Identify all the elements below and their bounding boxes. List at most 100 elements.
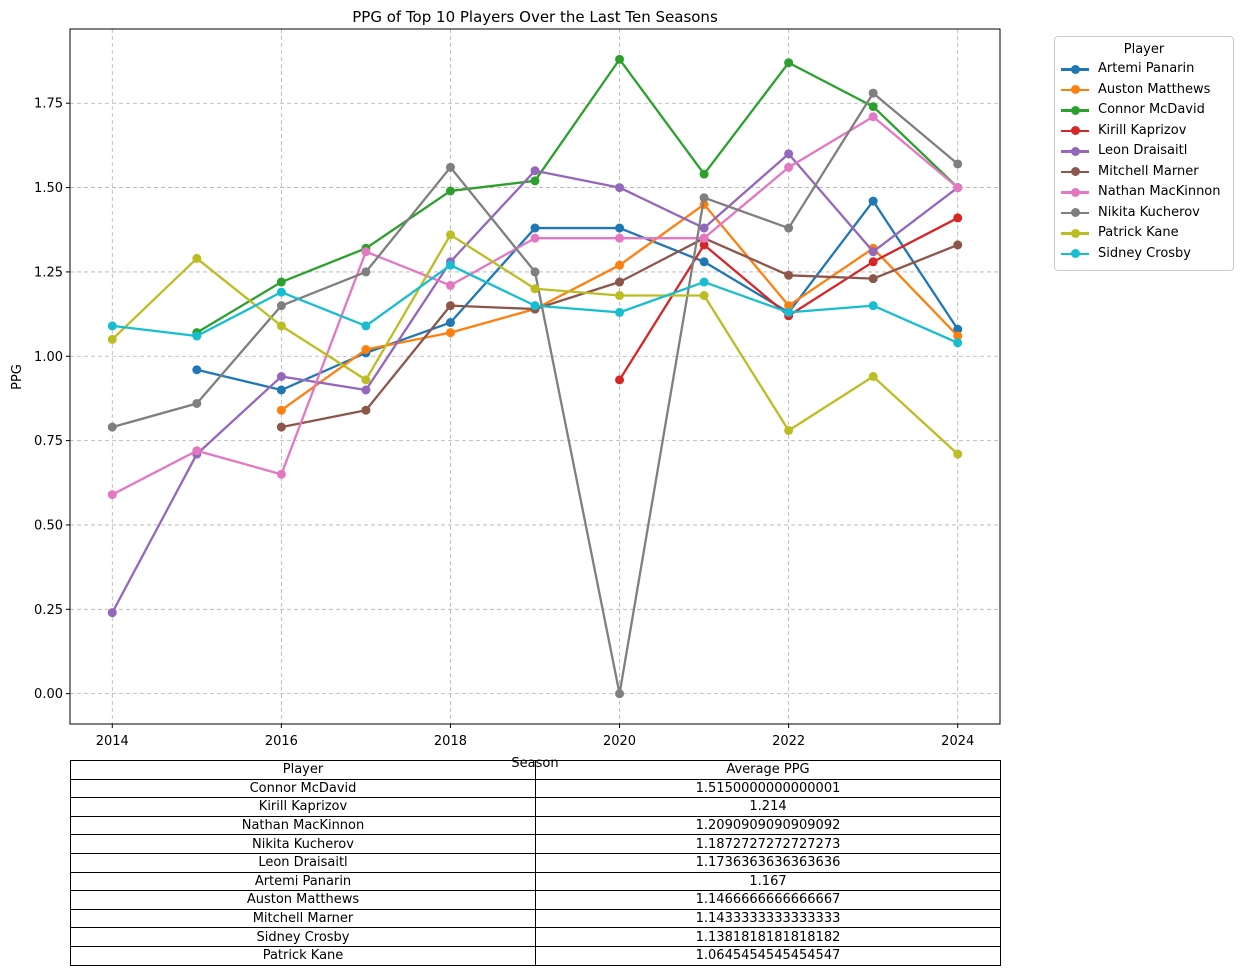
table-row: Nathan MacKinnon 1.2090909090909092 xyxy=(70,815,1001,836)
series-lines xyxy=(107,54,963,699)
table-cell-average-ppg: 1.1466666666666667 xyxy=(535,890,1001,910)
legend-label: Nikita Kucherov xyxy=(1098,204,1200,220)
table-row: Auston Matthews 1.1466666666666667 xyxy=(70,890,1001,910)
legend-label: Connor McDavid xyxy=(1098,102,1205,117)
data-point-nathan-mackinnon xyxy=(953,183,963,193)
table-row: Kirill Kaprizov 1.214 xyxy=(70,797,1001,817)
legend-title: Player xyxy=(1123,42,1165,57)
table-cell-player: Nikita Kucherov xyxy=(70,834,536,854)
legend-swatch xyxy=(1061,249,1089,258)
legend-items: Artemi Panarin Auston Matthews Connor McDa… xyxy=(1055,59,1233,264)
data-point-artemi-panarin xyxy=(868,196,878,206)
data-point-nikita-kucherov xyxy=(868,88,878,98)
data-point-auston-matthews xyxy=(784,301,794,311)
average-ppg-table: Player Average PPG Connor McDavid 1.51500… xyxy=(70,760,1001,966)
data-point-nathan-mackinnon xyxy=(615,233,625,243)
x-tick-label: 2016 xyxy=(265,734,298,749)
data-point-sidney-crosby xyxy=(445,260,455,270)
data-point-nathan-mackinnon xyxy=(784,162,794,172)
legend-swatch xyxy=(1061,147,1089,155)
data-point-patrick-kane xyxy=(530,284,540,294)
data-point-sidney-crosby xyxy=(192,331,202,341)
data-point-artemi-panarin xyxy=(530,223,540,233)
table-cell-player: Kirill Kaprizov xyxy=(70,797,536,817)
table-cell-player: Mitchell Marner xyxy=(70,908,536,929)
data-point-leon-draisaitl xyxy=(868,247,878,257)
y-tick-label: 0.00 xyxy=(34,687,63,702)
series-nikita-kucherov xyxy=(107,88,963,699)
x-tick-label: 2022 xyxy=(772,734,805,749)
data-point-sidney-crosby xyxy=(699,277,709,287)
x-tick-label: 2020 xyxy=(603,734,636,749)
data-point-patrick-kane xyxy=(107,334,117,344)
table-row: Nikita Kucherov 1.1872727272727273 xyxy=(70,834,1001,854)
data-point-leon-draisaitl xyxy=(107,608,117,618)
data-point-artemi-panarin xyxy=(699,257,709,267)
table-cell-player: Connor McDavid xyxy=(70,778,536,799)
series-mitchell-marner xyxy=(276,233,963,432)
data-point-nikita-kucherov xyxy=(276,301,286,311)
legend-swatch xyxy=(1061,106,1089,114)
data-point-sidney-crosby xyxy=(530,301,540,311)
data-point-nikita-kucherov xyxy=(953,159,963,169)
data-point-patrick-kane xyxy=(615,291,625,301)
legend-label: Artemi Panarin xyxy=(1098,61,1195,76)
legend-item-nathan-mackinnon: Nathan MacKinnon xyxy=(1055,182,1233,203)
data-point-nathan-mackinnon xyxy=(699,233,709,243)
table-cell-average-ppg: 1.1736363636363636 xyxy=(535,852,1001,873)
data-point-nikita-kucherov xyxy=(699,193,709,203)
data-point-auston-matthews xyxy=(615,260,625,270)
data-point-nikita-kucherov xyxy=(107,422,117,432)
legend-swatch xyxy=(1061,65,1089,73)
data-point-nathan-mackinnon xyxy=(107,490,117,500)
data-point-kirill-kaprizov xyxy=(868,257,878,267)
table-cell-average-ppg: 1.1433333333333333 xyxy=(535,908,1001,929)
legend-item-kirill-kaprizov: Kirill Kaprizov xyxy=(1055,121,1233,142)
data-point-mitchell-marner xyxy=(361,405,371,415)
data-point-leon-draisaitl xyxy=(784,149,794,159)
data-point-mitchell-marner xyxy=(276,422,286,432)
series-sidney-crosby xyxy=(107,260,963,348)
data-point-artemi-panarin xyxy=(445,318,455,328)
x-tick-label: 2024 xyxy=(941,734,974,749)
legend-label: Leon Draisaitl xyxy=(1098,143,1188,158)
table-cell-average-ppg: 1.0645454545454547 xyxy=(535,945,1001,966)
data-point-connor-mcdavid xyxy=(276,277,286,287)
data-point-auston-matthews xyxy=(953,331,963,341)
table-cell-player: Nathan MacKinnon xyxy=(70,815,536,836)
data-point-nikita-kucherov xyxy=(615,689,625,699)
data-point-connor-mcdavid xyxy=(868,102,878,112)
data-point-artemi-panarin xyxy=(615,223,625,233)
data-point-kirill-kaprizov xyxy=(699,240,709,250)
data-point-leon-draisaitl xyxy=(615,183,625,193)
data-point-sidney-crosby xyxy=(784,307,794,317)
table-row: Sidney Crosby 1.1381818181818182 xyxy=(70,927,1001,947)
series-nathan-mackinnon xyxy=(107,112,963,500)
data-point-patrick-kane xyxy=(699,291,709,301)
data-point-leon-draisaitl xyxy=(699,223,709,233)
y-tick-label: 0.50 xyxy=(34,518,63,533)
data-point-patrick-kane xyxy=(361,375,371,385)
table-row: Connor McDavid 1.5150000000000001 xyxy=(70,778,1001,799)
data-point-leon-draisaitl xyxy=(276,372,286,381)
data-point-sidney-crosby xyxy=(276,287,286,297)
data-point-patrick-kane xyxy=(784,425,794,435)
data-point-nikita-kucherov xyxy=(361,267,371,277)
data-point-patrick-kane xyxy=(276,321,286,331)
data-point-auston-matthews xyxy=(361,345,371,355)
y-tick-label: 1.50 xyxy=(34,181,63,196)
table-cell-average-ppg: 1.1872727272727273 xyxy=(535,834,1001,854)
table-cell-player: Sidney Crosby xyxy=(70,927,536,947)
legend-swatch xyxy=(1061,126,1089,135)
series-leon-draisaitl xyxy=(107,149,963,618)
y-tick-label: 1.00 xyxy=(34,350,63,365)
x-tick-label: 2014 xyxy=(96,734,129,749)
table-body: Connor McDavid 1.5150000000000001 Kirill K… xyxy=(70,778,1001,966)
legend-item-mitchell-marner: Mitchell Marner xyxy=(1055,162,1233,183)
data-point-mitchell-marner xyxy=(445,301,455,311)
legend-label: Auston Matthews xyxy=(1098,81,1211,97)
legend-item-connor-mcdavid: Connor McDavid xyxy=(1055,100,1233,121)
legend-label: Sidney Crosby xyxy=(1098,245,1191,261)
legend-item-sidney-crosby: Sidney Crosby xyxy=(1055,244,1233,265)
series-line-connor-mcdavid xyxy=(196,58,959,334)
